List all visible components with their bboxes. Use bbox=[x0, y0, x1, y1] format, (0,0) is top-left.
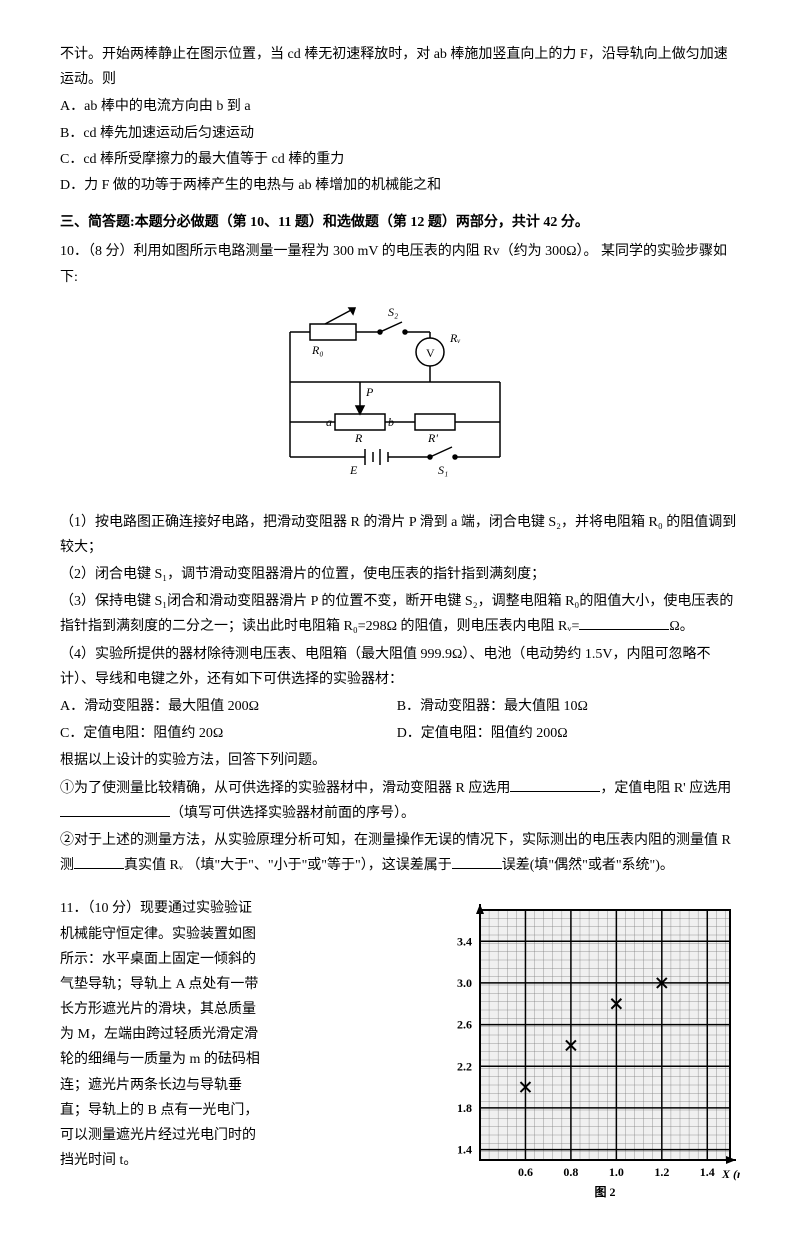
q10-circuit-diagram: R₀ S₂ Rᵥ V P a b R R' E S₁ bbox=[60, 302, 740, 492]
svg-text:0.6: 0.6 bbox=[518, 1165, 533, 1179]
option-b: B．cd 棒先加速运动后匀速运动 bbox=[60, 121, 740, 146]
q10-sub1c: （填写可供选择实验器材前面的序号）。 bbox=[170, 806, 415, 821]
svg-text:0.8: 0.8 bbox=[563, 1165, 578, 1179]
q10-sub1a: ①为了使测量比较精确，从可供选择的实验器材中，滑动变阻器 R 应选用 bbox=[60, 781, 510, 796]
svg-text:3.0: 3.0 bbox=[457, 976, 472, 990]
svg-text:1.4: 1.4 bbox=[457, 1143, 472, 1157]
svg-text:3.4: 3.4 bbox=[457, 935, 472, 949]
q10-step4: （4）实验所提供的器材除待测电压表、电阻箱（最大阻值 999.9Ω）、电池（电动… bbox=[60, 642, 740, 692]
label-s2: S₂ bbox=[388, 305, 398, 319]
label-p: P bbox=[365, 385, 374, 399]
blank-errtype bbox=[452, 854, 502, 869]
blank-compare bbox=[74, 854, 124, 869]
q10-sub1b: ，定值电阻 R' 应选用 bbox=[600, 781, 731, 796]
option-c: C．cd 棒所受摩擦力的最大值等于 cd 棒的重力 bbox=[60, 147, 740, 172]
svg-text:1.4: 1.4 bbox=[700, 1165, 715, 1179]
q10-sub1: ①为了使测量比较精确，从可供选择的实验器材中，滑动变阻器 R 应选用 ，定值电阻 … bbox=[60, 776, 740, 826]
blank-rp-choice bbox=[60, 802, 170, 817]
label-rv: Rᵥ bbox=[449, 331, 461, 345]
blank-r-choice bbox=[510, 777, 600, 792]
q10-step1: （1）按电路图正确连接好电路，把滑动变阻器 R 的滑片 P 滑到 a 端，闭合电… bbox=[60, 510, 740, 560]
svg-text:2.6: 2.6 bbox=[457, 1018, 472, 1032]
q10-stem: 10．（8 分）利用如图所示电路测量一量程为 300 mV 的电压表的内阻 Rv… bbox=[60, 239, 740, 289]
label-rp: R' bbox=[427, 431, 438, 445]
label-r0: R₀ bbox=[311, 343, 324, 357]
q10-opt-b: B．滑动变阻器：最大值阻 10Ω bbox=[397, 694, 730, 719]
svg-text:X (m): X (m) bbox=[721, 1167, 740, 1181]
q10-opt-c: C．定值电阻：阻值约 20Ω bbox=[60, 721, 393, 746]
q10-step2: （2）闭合电键 S₁，调节滑动变阻器滑片的位置，使电压表的指针指到满刻度； bbox=[60, 562, 740, 587]
section-3-title: 三、简答题:本题分必做题（第 10、11 题）和选做题（第 12 题）两部分，共… bbox=[60, 210, 740, 235]
svg-text:1.2: 1.2 bbox=[654, 1165, 669, 1179]
q10-step4-opts2: C．定值电阻：阻值约 20Ω D．定值电阻：阻值约 200Ω bbox=[60, 721, 740, 746]
q10-sub2c: 误差(填"偶然"或者"系统")。 bbox=[502, 858, 674, 873]
q10-sub2b: 真实值 Rᵥ （填"大于"、"小于"或"等于"），这误差属于 bbox=[124, 858, 452, 873]
q11-graph: 0.6 0.8 1.0 1.2 1.4 1.4 1.8 2.2 2.6 3.0 3.4 X (m) 图 … bbox=[430, 900, 740, 1200]
previous-question-tail: 不计。开始两棒静止在图示位置，当 cd 棒无初速释放时，对 ab 棒施加竖直向上… bbox=[60, 42, 740, 92]
label-a: a bbox=[326, 415, 332, 429]
q10-step3b: Ω。 bbox=[669, 619, 693, 634]
label-v: V bbox=[426, 346, 435, 360]
option-a: A．ab 棒中的电流方向由 b 到 a bbox=[60, 94, 740, 119]
blank-rv bbox=[579, 615, 669, 630]
svg-text:1.8: 1.8 bbox=[457, 1101, 472, 1115]
q10-step4-tail: 根据以上设计的实验方法，回答下列问题。 bbox=[60, 748, 740, 773]
q10-sub2: ②对于上述的测量方法，从实验原理分析可知，在测量操作无误的情况下，实际测出的电压… bbox=[60, 828, 740, 878]
label-s1: S₁ bbox=[438, 463, 448, 477]
label-e: E bbox=[349, 463, 358, 477]
label-r: R bbox=[354, 431, 363, 445]
svg-text:图 2: 图 2 bbox=[594, 1185, 615, 1199]
previous-question-options: A．ab 棒中的电流方向由 b 到 a B．cd 棒先加速运动后匀速运动 C．c… bbox=[60, 94, 740, 198]
q10-opt-a: A．滑动变阻器：最大阻值 200Ω bbox=[60, 694, 393, 719]
option-d: D．力 F 做的功等于两棒产生的电热与 ab 棒增加的机械能之和 bbox=[60, 173, 740, 198]
label-b: b bbox=[388, 415, 394, 429]
q10-step3: （3）保持电键 S₁闭合和滑动变阻器滑片 P 的位置不变，断开电键 S₂，调整电… bbox=[60, 589, 740, 639]
svg-text:1.0: 1.0 bbox=[609, 1165, 624, 1179]
svg-text:2.2: 2.2 bbox=[457, 1060, 472, 1074]
q10-opt-d: D．定值电阻：阻值约 200Ω bbox=[397, 721, 730, 746]
q10-step4-opts: A．滑动变阻器：最大阻值 200Ω B．滑动变阻器：最大值阻 10Ω bbox=[60, 694, 740, 719]
